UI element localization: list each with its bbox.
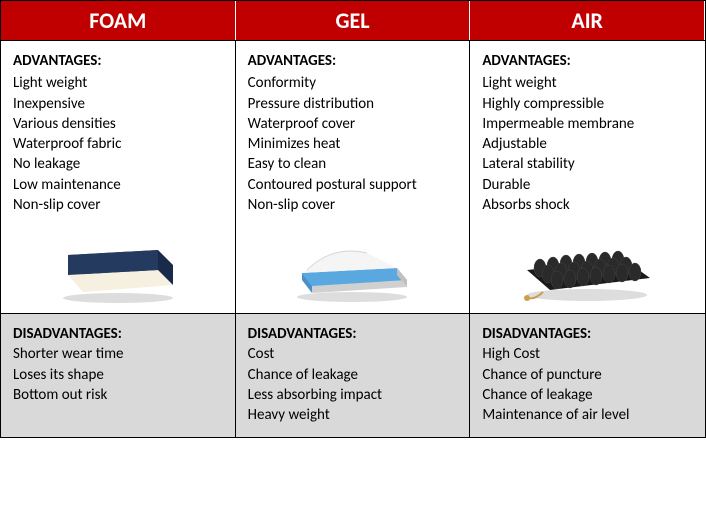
header-foam: FOAM — [1, 1, 236, 40]
adv-item: Easy to clean — [248, 154, 458, 174]
adv-item: Non-slip cover — [13, 195, 223, 215]
air-image — [482, 215, 693, 305]
adv-item: Waterproof cover — [248, 114, 458, 134]
advantages-label: ADVANTAGES: — [13, 51, 223, 71]
air-advantages-cell: ADVANTAGES: Light weight Highly compress… — [470, 40, 705, 313]
dis-item: Shorter wear time — [13, 344, 223, 364]
air-cushion-icon — [515, 230, 660, 305]
adv-item: Inexpensive — [13, 94, 223, 114]
foam-disadvantages-cell: DISADVANTAGES: Shorter wear time Loses i… — [1, 313, 236, 437]
adv-item: Absorbs shock — [482, 195, 693, 215]
adv-item: Minimizes heat — [248, 134, 458, 154]
foam-image — [13, 215, 223, 305]
adv-item: Low maintenance — [13, 175, 223, 195]
foam-advantages-cell: ADVANTAGES: Light weight Inexpensive Var… — [1, 40, 236, 313]
dis-item: Cost — [248, 344, 458, 364]
adv-item: Lateral stability — [482, 154, 693, 174]
dis-item: Chance of puncture — [482, 365, 693, 385]
adv-item: Impermeable membrane — [482, 114, 693, 134]
adv-item: Highly compressible — [482, 94, 693, 114]
adv-item: Light weight — [13, 73, 223, 93]
foam-cushion-icon — [53, 230, 183, 305]
adv-item: Light weight — [482, 73, 693, 93]
air-disadvantages-cell: DISADVANTAGES: High Cost Chance of punct… — [470, 313, 705, 437]
adv-item: Adjustable — [482, 134, 693, 154]
dis-item: Chance of leakage — [482, 385, 693, 405]
disadvantages-label: DISADVANTAGES: — [248, 325, 357, 343]
dis-item: Maintenance of air level — [482, 405, 693, 425]
adv-item: Conformity — [248, 73, 458, 93]
header-air: AIR — [470, 1, 705, 40]
gel-image — [248, 215, 458, 305]
disadvantages-label: DISADVANTAGES: — [13, 325, 122, 343]
advantages-label: ADVANTAGES: — [482, 51, 693, 71]
adv-item: No leakage — [13, 154, 223, 174]
advantages-label: ADVANTAGES: — [248, 51, 458, 71]
dis-item: Bottom out risk — [13, 385, 223, 405]
adv-item: Contoured postural support — [248, 175, 458, 195]
gel-advantages-cell: ADVANTAGES: Conformity Pressure distribu… — [236, 40, 471, 313]
adv-item: Various densities — [13, 114, 223, 134]
adv-item: Waterproof fabric — [13, 134, 223, 154]
dis-item: High Cost — [482, 344, 693, 364]
gel-disadvantages-cell: DISADVANTAGES: Cost Chance of leakage Le… — [236, 313, 471, 437]
header-gel: GEL — [236, 1, 471, 40]
adv-item: Non-slip cover — [248, 195, 458, 215]
dis-item: Chance of leakage — [248, 365, 458, 385]
comparison-table: FOAM GEL AIR ADVANTAGES: Light weight In… — [0, 0, 706, 438]
gel-cushion-icon — [282, 235, 422, 305]
dis-item: Heavy weight — [248, 405, 458, 425]
adv-item: Durable — [482, 175, 693, 195]
adv-item: Pressure distribution — [248, 94, 458, 114]
dis-item: Less absorbing impact — [248, 385, 458, 405]
disadvantages-label: DISADVANTAGES: — [482, 325, 591, 343]
dis-item: Loses its shape — [13, 365, 223, 385]
